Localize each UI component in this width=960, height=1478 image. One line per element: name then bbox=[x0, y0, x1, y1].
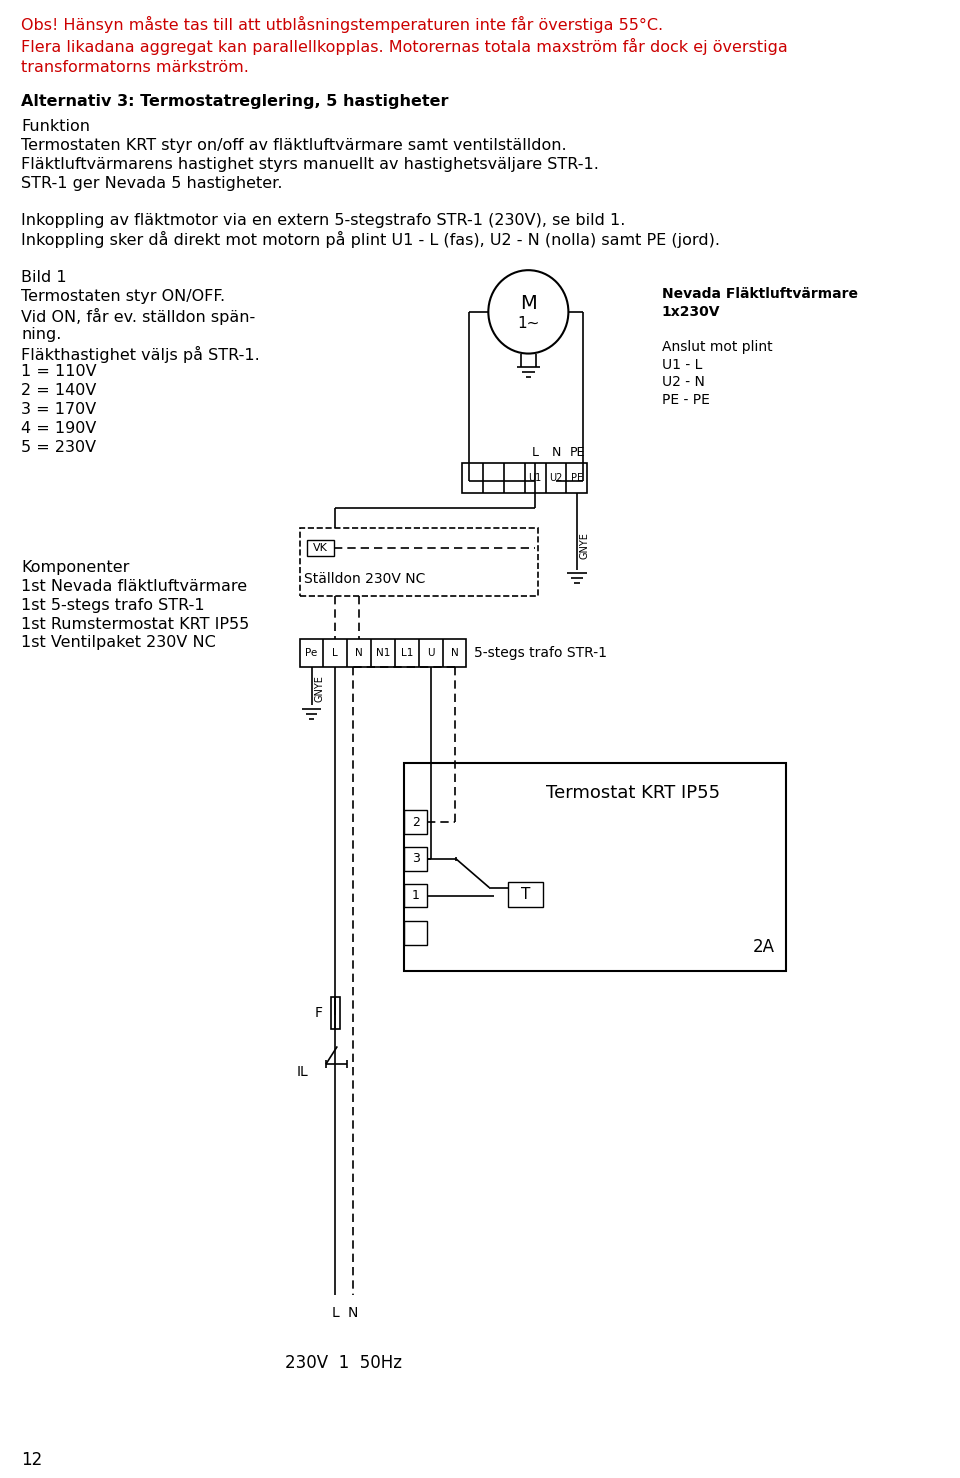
Text: 3: 3 bbox=[412, 853, 420, 865]
Text: IL: IL bbox=[297, 1066, 309, 1079]
Text: N: N bbox=[355, 649, 363, 658]
Bar bbox=[404, 847, 427, 871]
Text: Flera likadana aggregat kan parallellkopplas. Motorernas totala maxström får doc: Flera likadana aggregat kan parallellkop… bbox=[21, 38, 788, 55]
Text: T: T bbox=[521, 887, 530, 902]
Text: GNYE: GNYE bbox=[580, 532, 589, 559]
Text: 2A: 2A bbox=[753, 939, 775, 956]
Text: 1st Rumstermostat KRT IP55: 1st Rumstermostat KRT IP55 bbox=[21, 616, 250, 631]
Text: L: L bbox=[332, 649, 338, 658]
Text: 1x230V: 1x230V bbox=[661, 304, 720, 319]
Text: PE: PE bbox=[571, 473, 583, 483]
Text: Inkoppling sker då direkt mot motorn på plint U1 - L (fas), U2 - N (nolla) samt : Inkoppling sker då direkt mot motorn på … bbox=[21, 232, 720, 248]
Text: Termostaten KRT styr on/off av fläktluftvärmare samt ventilställdon.: Termostaten KRT styr on/off av fläktluft… bbox=[21, 137, 567, 154]
Text: N1: N1 bbox=[375, 649, 390, 658]
Text: 230V  1  50Hz: 230V 1 50Hz bbox=[285, 1354, 402, 1372]
Text: U2 - N: U2 - N bbox=[661, 375, 705, 389]
Text: U: U bbox=[427, 649, 435, 658]
Text: Vid ON, får ev. ställdon spän-: Vid ON, får ev. ställdon spän- bbox=[21, 307, 255, 325]
Text: Ställdon 230V NC: Ställdon 230V NC bbox=[304, 572, 426, 585]
Text: 12: 12 bbox=[21, 1451, 42, 1469]
Bar bbox=[307, 539, 334, 556]
Text: VK: VK bbox=[313, 542, 328, 553]
Text: L: L bbox=[532, 446, 539, 458]
Text: 2 = 140V: 2 = 140V bbox=[21, 383, 97, 399]
Text: N: N bbox=[450, 649, 458, 658]
Text: U2: U2 bbox=[549, 473, 563, 483]
Text: GNYE: GNYE bbox=[314, 675, 324, 702]
Text: Bild 1: Bild 1 bbox=[21, 270, 67, 285]
Text: Alternativ 3: Termostatreglering, 5 hastigheter: Alternativ 3: Termostatreglering, 5 hast… bbox=[21, 93, 449, 108]
Text: 2: 2 bbox=[412, 816, 420, 829]
Text: Nevada Fläktluftvärmare: Nevada Fläktluftvärmare bbox=[661, 287, 858, 302]
Text: F: F bbox=[315, 1005, 323, 1020]
Text: Obs! Hänsyn måste tas till att utblåsningstemperaturen inte får överstiga 55°C.: Obs! Hänsyn måste tas till att utblåsnin… bbox=[21, 16, 663, 33]
Bar bbox=[404, 810, 427, 834]
Bar bbox=[462, 463, 588, 492]
Text: 3 = 170V: 3 = 170V bbox=[21, 402, 97, 417]
Text: PE - PE: PE - PE bbox=[661, 393, 709, 408]
Text: transformatorns märkström.: transformatorns märkström. bbox=[21, 59, 250, 75]
Text: 4 = 190V: 4 = 190V bbox=[21, 421, 97, 436]
Bar bbox=[404, 921, 427, 944]
Text: M: M bbox=[520, 294, 537, 313]
Bar bbox=[300, 640, 467, 667]
Bar bbox=[404, 763, 785, 971]
Text: N: N bbox=[348, 1307, 358, 1320]
Bar bbox=[330, 996, 340, 1029]
Text: Fläkthastighet väljs på STR-1.: Fläkthastighet väljs på STR-1. bbox=[21, 346, 260, 362]
Text: 1st 5-stegs trafo STR-1: 1st 5-stegs trafo STR-1 bbox=[21, 597, 204, 613]
Text: PE: PE bbox=[569, 446, 585, 458]
Text: U1 - L: U1 - L bbox=[661, 358, 702, 371]
Text: Pe: Pe bbox=[305, 649, 318, 658]
Text: STR-1 ger Nevada 5 hastigheter.: STR-1 ger Nevada 5 hastigheter. bbox=[21, 176, 283, 191]
Text: N: N bbox=[551, 446, 561, 458]
Text: U1: U1 bbox=[528, 473, 541, 483]
Text: Inkoppling av fläktmotor via en extern 5-stegstrafo STR-1 (230V), se bild 1.: Inkoppling av fläktmotor via en extern 5… bbox=[21, 213, 626, 228]
Text: 1st Nevada fläktluftvärmare: 1st Nevada fläktluftvärmare bbox=[21, 579, 248, 594]
Bar bbox=[300, 528, 538, 596]
Text: L: L bbox=[331, 1307, 339, 1320]
Text: 1st Ventilpaket 230V NC: 1st Ventilpaket 230V NC bbox=[21, 636, 216, 650]
Text: L1: L1 bbox=[400, 649, 413, 658]
Text: 1 = 110V: 1 = 110V bbox=[21, 365, 97, 380]
Text: Fläktluftvärmarens hastighet styrs manuellt av hastighetsväljare STR-1.: Fläktluftvärmarens hastighet styrs manue… bbox=[21, 157, 599, 171]
Bar bbox=[509, 882, 542, 907]
Text: Anslut mot plint: Anslut mot plint bbox=[661, 340, 773, 353]
Text: Funktion: Funktion bbox=[21, 120, 90, 134]
Text: Termostat KRT IP55: Termostat KRT IP55 bbox=[546, 785, 720, 803]
Text: 5-stegs trafo STR-1: 5-stegs trafo STR-1 bbox=[474, 646, 607, 661]
Text: 1: 1 bbox=[412, 890, 420, 902]
Bar bbox=[404, 884, 427, 907]
Text: ning.: ning. bbox=[21, 327, 61, 341]
Text: Termostaten styr ON/OFF.: Termostaten styr ON/OFF. bbox=[21, 290, 226, 304]
Text: 1∼: 1∼ bbox=[517, 316, 540, 331]
Text: Komponenter: Komponenter bbox=[21, 560, 130, 575]
Text: 5 = 230V: 5 = 230V bbox=[21, 440, 96, 455]
